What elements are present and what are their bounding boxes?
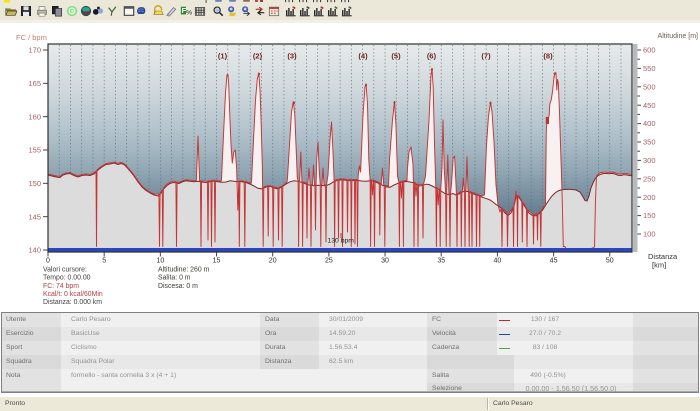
svg-text:400: 400 xyxy=(643,119,656,128)
svg-text:Distanza: 0.000 km: Distanza: 0.000 km xyxy=(43,299,102,306)
svg-text:FC: 74 bpm: FC: 74 bpm xyxy=(43,283,79,290)
svg-text:100: 100 xyxy=(643,230,656,239)
svg-text:250: 250 xyxy=(643,174,656,183)
svg-text:F: F xyxy=(182,6,187,15)
svg-text:Discesa: 0 m: Discesa: 0 m xyxy=(158,283,198,290)
svg-text:15: 15 xyxy=(213,258,221,265)
svg-text:Altitudine: 260 m: Altitudine: 260 m xyxy=(158,267,210,274)
svg-text:20: 20 xyxy=(269,258,277,265)
svg-text:165: 165 xyxy=(28,79,41,88)
svg-text:40: 40 xyxy=(494,258,502,265)
svg-text:45: 45 xyxy=(550,258,558,265)
svg-text:200: 200 xyxy=(643,193,656,202)
svg-text:Kcal/t: 0 kcal/60Min: Kcal/t: 0 kcal/60Min xyxy=(43,291,103,298)
svg-text:550: 550 xyxy=(643,64,656,73)
svg-text:150: 150 xyxy=(28,179,41,188)
svg-text:(1): (1) xyxy=(218,52,228,61)
svg-text:(8): (8) xyxy=(543,52,553,61)
svg-text:300: 300 xyxy=(643,156,656,165)
svg-text:35: 35 xyxy=(437,258,445,265)
svg-text:(3): (3) xyxy=(287,52,297,61)
svg-text:10: 10 xyxy=(156,258,164,265)
svg-text:Valori cursore:: Valori cursore: xyxy=(43,267,87,274)
svg-text:5: 5 xyxy=(102,258,106,265)
svg-text:FC / bpm: FC / bpm xyxy=(16,33,47,42)
svg-text:130 bpm: 130 bpm xyxy=(328,238,355,245)
svg-text:(5): (5) xyxy=(391,52,401,61)
svg-text:%: % xyxy=(186,9,192,16)
svg-text:[km]: [km] xyxy=(652,261,666,270)
svg-text:0: 0 xyxy=(46,258,50,265)
svg-text:Tempo: 0.00.00: Tempo: 0.00.00 xyxy=(43,275,91,282)
svg-text:50: 50 xyxy=(606,258,614,265)
svg-text:(6): (6) xyxy=(427,52,437,61)
svg-text:30: 30 xyxy=(381,258,389,265)
svg-text:140: 140 xyxy=(28,246,41,255)
svg-text:Altitudine [m]: Altitudine [m] xyxy=(658,33,699,40)
svg-text:(7): (7) xyxy=(481,52,491,61)
svg-text:25: 25 xyxy=(325,258,333,265)
svg-text:(4): (4) xyxy=(358,52,368,61)
svg-text:170: 170 xyxy=(28,46,41,55)
svg-text:Salita: 0 m: Salita: 0 m xyxy=(158,275,191,282)
svg-text:600: 600 xyxy=(643,46,656,55)
svg-text:160: 160 xyxy=(28,112,41,121)
svg-text:155: 155 xyxy=(28,146,41,155)
svg-text:(2): (2) xyxy=(253,52,263,61)
svg-text:Distanza: Distanza xyxy=(648,252,678,261)
svg-text:150: 150 xyxy=(643,211,656,220)
svg-text:500: 500 xyxy=(643,82,656,91)
svg-text:145: 145 xyxy=(28,212,41,221)
svg-text:450: 450 xyxy=(643,101,656,110)
svg-text:350: 350 xyxy=(643,138,656,147)
